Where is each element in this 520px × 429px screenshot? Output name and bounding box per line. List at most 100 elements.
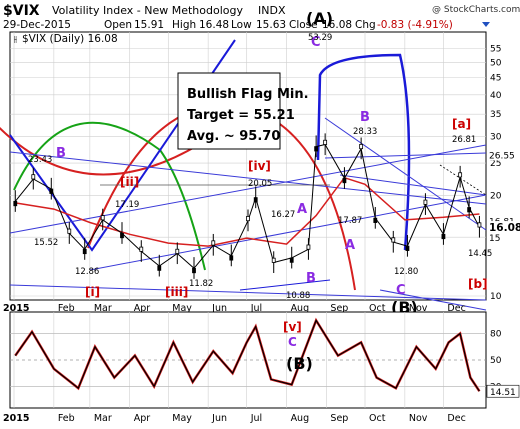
chevron-down-icon[interactable] <box>482 22 490 27</box>
y-tick-label: 20 <box>490 191 502 201</box>
moving-average-line <box>15 176 480 247</box>
value-label-23-43: 23.43 <box>28 155 52 165</box>
blue-arc-right <box>316 53 411 251</box>
wave-label-C-aug: C <box>311 35 321 50</box>
price-line <box>14 143 480 270</box>
low-label: Low <box>231 19 252 31</box>
green-arc <box>13 121 206 271</box>
high-value: 16.48 <box>199 19 229 31</box>
value-label-12-86: 12.86 <box>75 267 99 277</box>
lower-x-tick-label: Sep <box>330 413 348 424</box>
candle-body <box>441 233 446 240</box>
candle-body <box>157 265 162 271</box>
x-tick-label: Apr <box>134 303 151 314</box>
candle-body <box>423 199 428 205</box>
value-label-26-81: 26.81 <box>452 135 476 145</box>
blue-line-2 <box>9 144 487 234</box>
open-label: Open <box>104 19 132 31</box>
price-marker-label: 26.55 <box>489 151 515 161</box>
value-label-53-29: 53.29 <box>308 33 332 43</box>
wave-label-B-lower: (B) <box>286 354 313 373</box>
wave-label-iii: [iii] <box>165 285 188 299</box>
value-label-15-52: 15.52 <box>34 238 58 248</box>
lower-price-marker-label: 14.51 <box>490 388 516 398</box>
candle-body <box>211 240 216 246</box>
x-tick-label: Jul <box>250 303 262 314</box>
value-label-28-33: 28.33 <box>353 127 377 137</box>
lower-x-tick-label: 2015 <box>3 413 29 424</box>
lower-price-marker-bg <box>486 384 520 398</box>
candle-body <box>373 217 378 223</box>
wave-label-i: [i] <box>85 285 100 299</box>
exchange: INDX <box>258 4 286 17</box>
volume-line <box>239 279 331 291</box>
candle-body <box>192 267 196 274</box>
watermark: @ StockCharts.com <box>432 5 520 15</box>
blue-line-3 <box>89 194 487 271</box>
value-label-17-87: 17.87 <box>338 216 362 226</box>
chg-value: -0.83 (-4.91%) <box>377 19 453 31</box>
candle-body <box>323 139 328 145</box>
annotation-line-1: Bullish Flag Min. <box>187 87 309 102</box>
candle-body <box>391 237 396 243</box>
annotation-line-2: Target = 55.21 <box>187 108 295 123</box>
y-tick-label: 50 <box>490 58 502 68</box>
x-tick-label: May <box>172 303 192 314</box>
lower-x-tick-label: Oct <box>369 413 386 424</box>
blue-line-6 <box>324 152 487 159</box>
candle-body <box>100 215 105 221</box>
legend-main-series: $VIX (Daily) 16.08 <box>22 33 118 45</box>
blue-line-4 <box>324 117 487 231</box>
lower-x-tick-label: Apr <box>134 413 151 424</box>
wave-label-A-sep: A <box>345 238 355 253</box>
close-label: Close <box>289 19 318 31</box>
y-tick-label: 25 <box>490 159 501 169</box>
candle-body <box>289 257 294 263</box>
candle-body <box>359 143 364 150</box>
lower-x-tick-label: Jul <box>250 413 262 424</box>
candle-body <box>342 177 347 184</box>
value-label-11-82: 11.82 <box>189 279 213 289</box>
wave-label-C-lower: C <box>288 335 297 349</box>
lower-x-tick-label: May <box>172 413 192 424</box>
open-value: 15.91 <box>134 19 164 31</box>
candle-body <box>82 248 87 255</box>
dashed-trend <box>439 164 487 196</box>
x-tick-label: Nov <box>409 303 428 314</box>
y-tick-label: 45 <box>490 74 501 84</box>
y-tick-label: 35 <box>490 110 501 120</box>
candle-body <box>229 255 234 261</box>
lower-y-tick-label: 80 <box>490 330 502 340</box>
high-label: High <box>172 19 196 31</box>
y-tick-label: 55 <box>490 45 501 55</box>
wave-label-v: [v] <box>283 320 302 334</box>
index-name: Volatility Index - New Methodology <box>52 4 243 17</box>
y-tick-label: 30 <box>490 133 502 143</box>
value-label-10-88: 10.88 <box>286 291 310 301</box>
candle-body <box>458 172 463 178</box>
x-tick-label: Dec <box>447 303 465 314</box>
value-label-20-05: 20.05 <box>248 179 272 189</box>
candle-body <box>253 197 258 203</box>
candle-body <box>67 228 72 234</box>
price-marker-bg <box>487 231 519 244</box>
candle-body <box>467 207 472 213</box>
wave-label-B-jan: B <box>56 146 66 161</box>
price-marker-bg <box>487 221 519 234</box>
wave-label-b: [b] <box>468 277 488 291</box>
blue-line-8 <box>379 289 487 311</box>
legend-candle-icon: ⫲ <box>14 35 17 45</box>
value-label-14-45: 14.45 <box>468 249 492 259</box>
wave-label-iv: [iv] <box>248 159 271 173</box>
lower-x-tick-label: Feb <box>58 413 75 424</box>
blue-line-7 <box>339 174 487 196</box>
x-tick-label: Feb <box>58 303 75 314</box>
lower-x-tick-label: Nov <box>409 413 428 424</box>
candle-body <box>405 245 410 251</box>
wave-label-A-paren: (A) <box>306 9 333 28</box>
lower-x-tick-label: Dec <box>447 413 465 424</box>
close-value: 16.08 <box>322 19 352 31</box>
blue-line-5 <box>9 284 487 301</box>
